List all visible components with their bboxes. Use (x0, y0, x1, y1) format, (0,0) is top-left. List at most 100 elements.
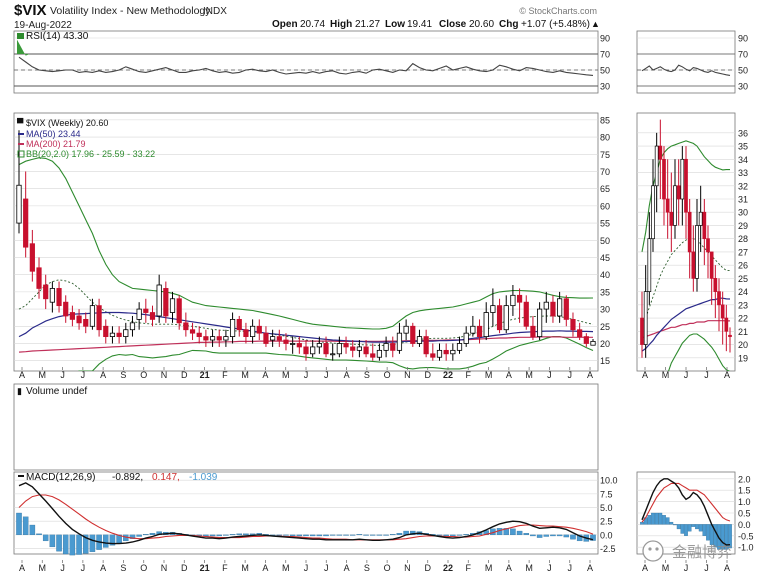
x-tick-label: M (525, 370, 533, 380)
candle (276, 329, 282, 347)
x-tick-label: A (587, 370, 593, 380)
y-tick-label: -2.5 (600, 544, 616, 554)
macd-x-tick-label: A (100, 563, 106, 573)
zoom-macd-x-tick-label: M (662, 563, 670, 573)
macd-histogram-bar (49, 534, 56, 548)
candle-body (36, 267, 42, 289)
bb-upper-line (18, 157, 594, 330)
macd-histogram-bar (543, 534, 550, 537)
watermark-logo-icon (642, 540, 664, 562)
zoom-y-tick-label: 50 (738, 66, 748, 76)
candle-body (543, 301, 549, 310)
candle (236, 315, 242, 337)
zoom-candle-body (713, 278, 718, 292)
candle (96, 298, 102, 337)
axes-layer: 90 70 50 30 90 70 50 30 85 80 75 70 65 60 55 50 45 40 35 30… (19, 34, 754, 574)
macd-histogram-bar (62, 534, 69, 555)
candle-body (310, 346, 316, 355)
candle-body (350, 346, 356, 351)
candle (483, 302, 489, 341)
candle-body (577, 329, 583, 338)
macd-histogram-bar (42, 534, 49, 542)
candle-body (583, 336, 589, 344)
x-tick-label: M (485, 370, 493, 380)
candle-body (530, 325, 536, 337)
candle (363, 340, 369, 358)
zoom-y-tick-label: 36 (738, 128, 748, 138)
candle (229, 312, 236, 344)
macd-histogram-bar (516, 530, 523, 536)
zoom-macd-histogram-bar (728, 524, 732, 549)
macd-histogram-bar (356, 534, 363, 536)
y-tick-label: 50 (600, 66, 610, 76)
macd-histogram-bar (16, 512, 22, 536)
candle-body (336, 343, 342, 355)
macd-x-tick-label: 21 (200, 563, 210, 573)
zoom-candle (665, 159, 670, 239)
zoom-y-tick-label: 25 (738, 274, 748, 284)
macd-histogram-bar (309, 534, 316, 537)
candle (430, 343, 436, 361)
legend-price: $VIX (Weekly) 20.60 (26, 118, 108, 128)
zoom-candle-body (643, 291, 648, 345)
candle (89, 298, 96, 330)
candle (496, 298, 503, 334)
zoom-candle (662, 146, 666, 226)
candle (583, 333, 589, 347)
y-tick-label: 75 (600, 150, 610, 160)
candle (403, 319, 409, 341)
y-tick-label: 90 (600, 34, 610, 44)
candle-body (303, 346, 309, 355)
macd-histogram-bar (443, 534, 449, 537)
zoom-y-tick-label: 23 (738, 300, 748, 310)
zoom-candle (717, 278, 721, 332)
candle-body (229, 318, 236, 337)
candle (356, 340, 362, 358)
watermark-logo-eye-icon (648, 547, 652, 551)
x-tick-label: J (304, 370, 309, 380)
macd-x-tick-label: J (567, 563, 572, 573)
candle (169, 291, 176, 323)
macd-histogram-bar (56, 534, 62, 552)
macd-x-tick-label: J (81, 563, 86, 573)
candle-body (330, 353, 336, 356)
panel-frame (636, 30, 736, 94)
macd-histogram-bar (303, 534, 309, 537)
zoom-candle (643, 265, 648, 358)
candle (463, 326, 469, 347)
candle-body (56, 288, 62, 307)
macd-legend-signal: 0.147, (152, 472, 180, 483)
zoom-y-tick-label: 1.0 (738, 497, 751, 507)
candle-body (510, 294, 516, 307)
candle-body (363, 346, 369, 355)
candle (196, 326, 202, 344)
zoom-macd-x-tick-label: J (704, 563, 709, 573)
y-tick-label: 60 (600, 201, 610, 211)
macd-x-tick-label: O (140, 563, 147, 573)
x-tick-label: M (241, 370, 249, 380)
candle-body (383, 343, 389, 351)
zoom-x-tick-label: M (662, 370, 670, 380)
candle-body (216, 336, 222, 341)
zoom-ma200-line (641, 320, 730, 339)
candle (370, 343, 376, 361)
candle (410, 322, 416, 347)
chg-value: +1.07 (+5.48%) (521, 19, 590, 30)
candle-body (189, 329, 196, 334)
macd-histogram-bar (376, 534, 383, 536)
zoom-candle (702, 199, 707, 266)
x-tick-label: D (181, 370, 188, 380)
macd-histogram-bar (82, 534, 89, 554)
zoom-macd-histogram-bar (673, 524, 677, 526)
x-tick-label: 21 (200, 370, 210, 380)
candle (109, 326, 116, 344)
zoom-candle-body (720, 304, 725, 319)
zoom-x-tick-label: A (642, 370, 648, 380)
macd-x-tick-label: M (39, 563, 47, 573)
close-label: Close (439, 19, 467, 30)
macd-histogram-bar (22, 516, 29, 536)
macd-histogram-bar (503, 528, 509, 536)
candle (563, 295, 569, 327)
macd-histogram-bar (236, 533, 243, 536)
rsi-legend-swatch (17, 33, 24, 39)
